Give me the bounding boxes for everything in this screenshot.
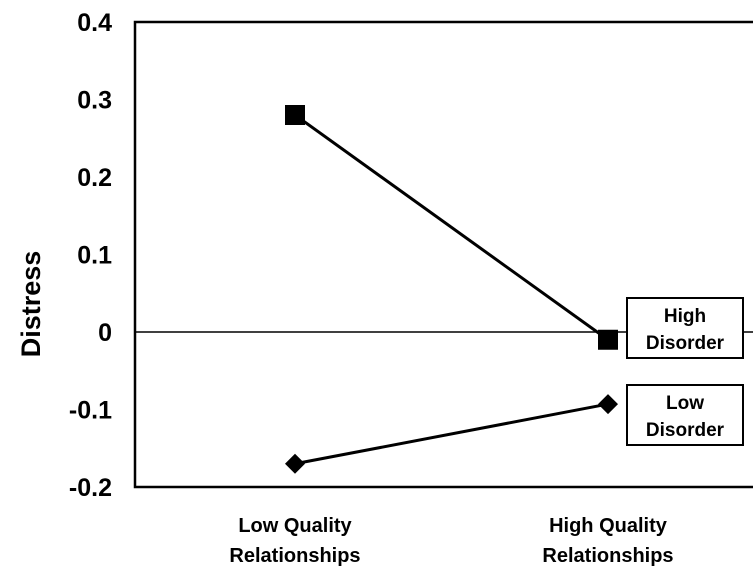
x-category-label-line2: Relationships — [229, 545, 360, 567]
series-label-line2: Disorder — [646, 420, 725, 441]
plot-frame — [133, 20, 753, 489]
diamond-marker — [285, 453, 305, 474]
y-tick-label: 0.3 — [77, 87, 112, 115]
series-label-box: High Disorder — [626, 297, 744, 359]
x-category-label-line1: Low Quality — [238, 515, 352, 537]
y-tick-label: 0.1 — [77, 242, 112, 270]
series-labels: High Disorder Low Disorder — [626, 297, 744, 446]
series-label-line1: Low — [666, 393, 704, 414]
series-label-line2: Disorder — [646, 333, 725, 354]
x-category-label-line2: Relationships — [542, 545, 673, 567]
series-label-line1: High — [664, 306, 706, 327]
series-line — [294, 402, 609, 466]
y-axis-ticks: 0.4 0.3 0.2 0.1 0 -0.1 -0.2 — [69, 9, 112, 502]
y-tick-label: 0.4 — [77, 9, 112, 37]
x-category-label-line1: High Quality — [549, 515, 668, 537]
y-tick-label: -0.1 — [69, 397, 112, 425]
x-axis-labels: Low Quality Relationships High Quality Rela… — [229, 515, 673, 567]
diamond-marker — [598, 394, 618, 415]
series-label-box: Low Disorder — [626, 384, 744, 446]
y-tick-label: -0.2 — [69, 474, 112, 502]
series-group — [285, 105, 618, 474]
square-marker — [598, 329, 618, 350]
series-line — [294, 113, 609, 341]
series-label-frame — [626, 384, 744, 446]
series-label-frame — [626, 297, 744, 359]
square-marker — [285, 105, 305, 125]
y-tick-label: 0 — [98, 319, 112, 347]
y-tick-label: 0.2 — [77, 164, 112, 192]
y-axis-title: Distress — [16, 251, 46, 358]
